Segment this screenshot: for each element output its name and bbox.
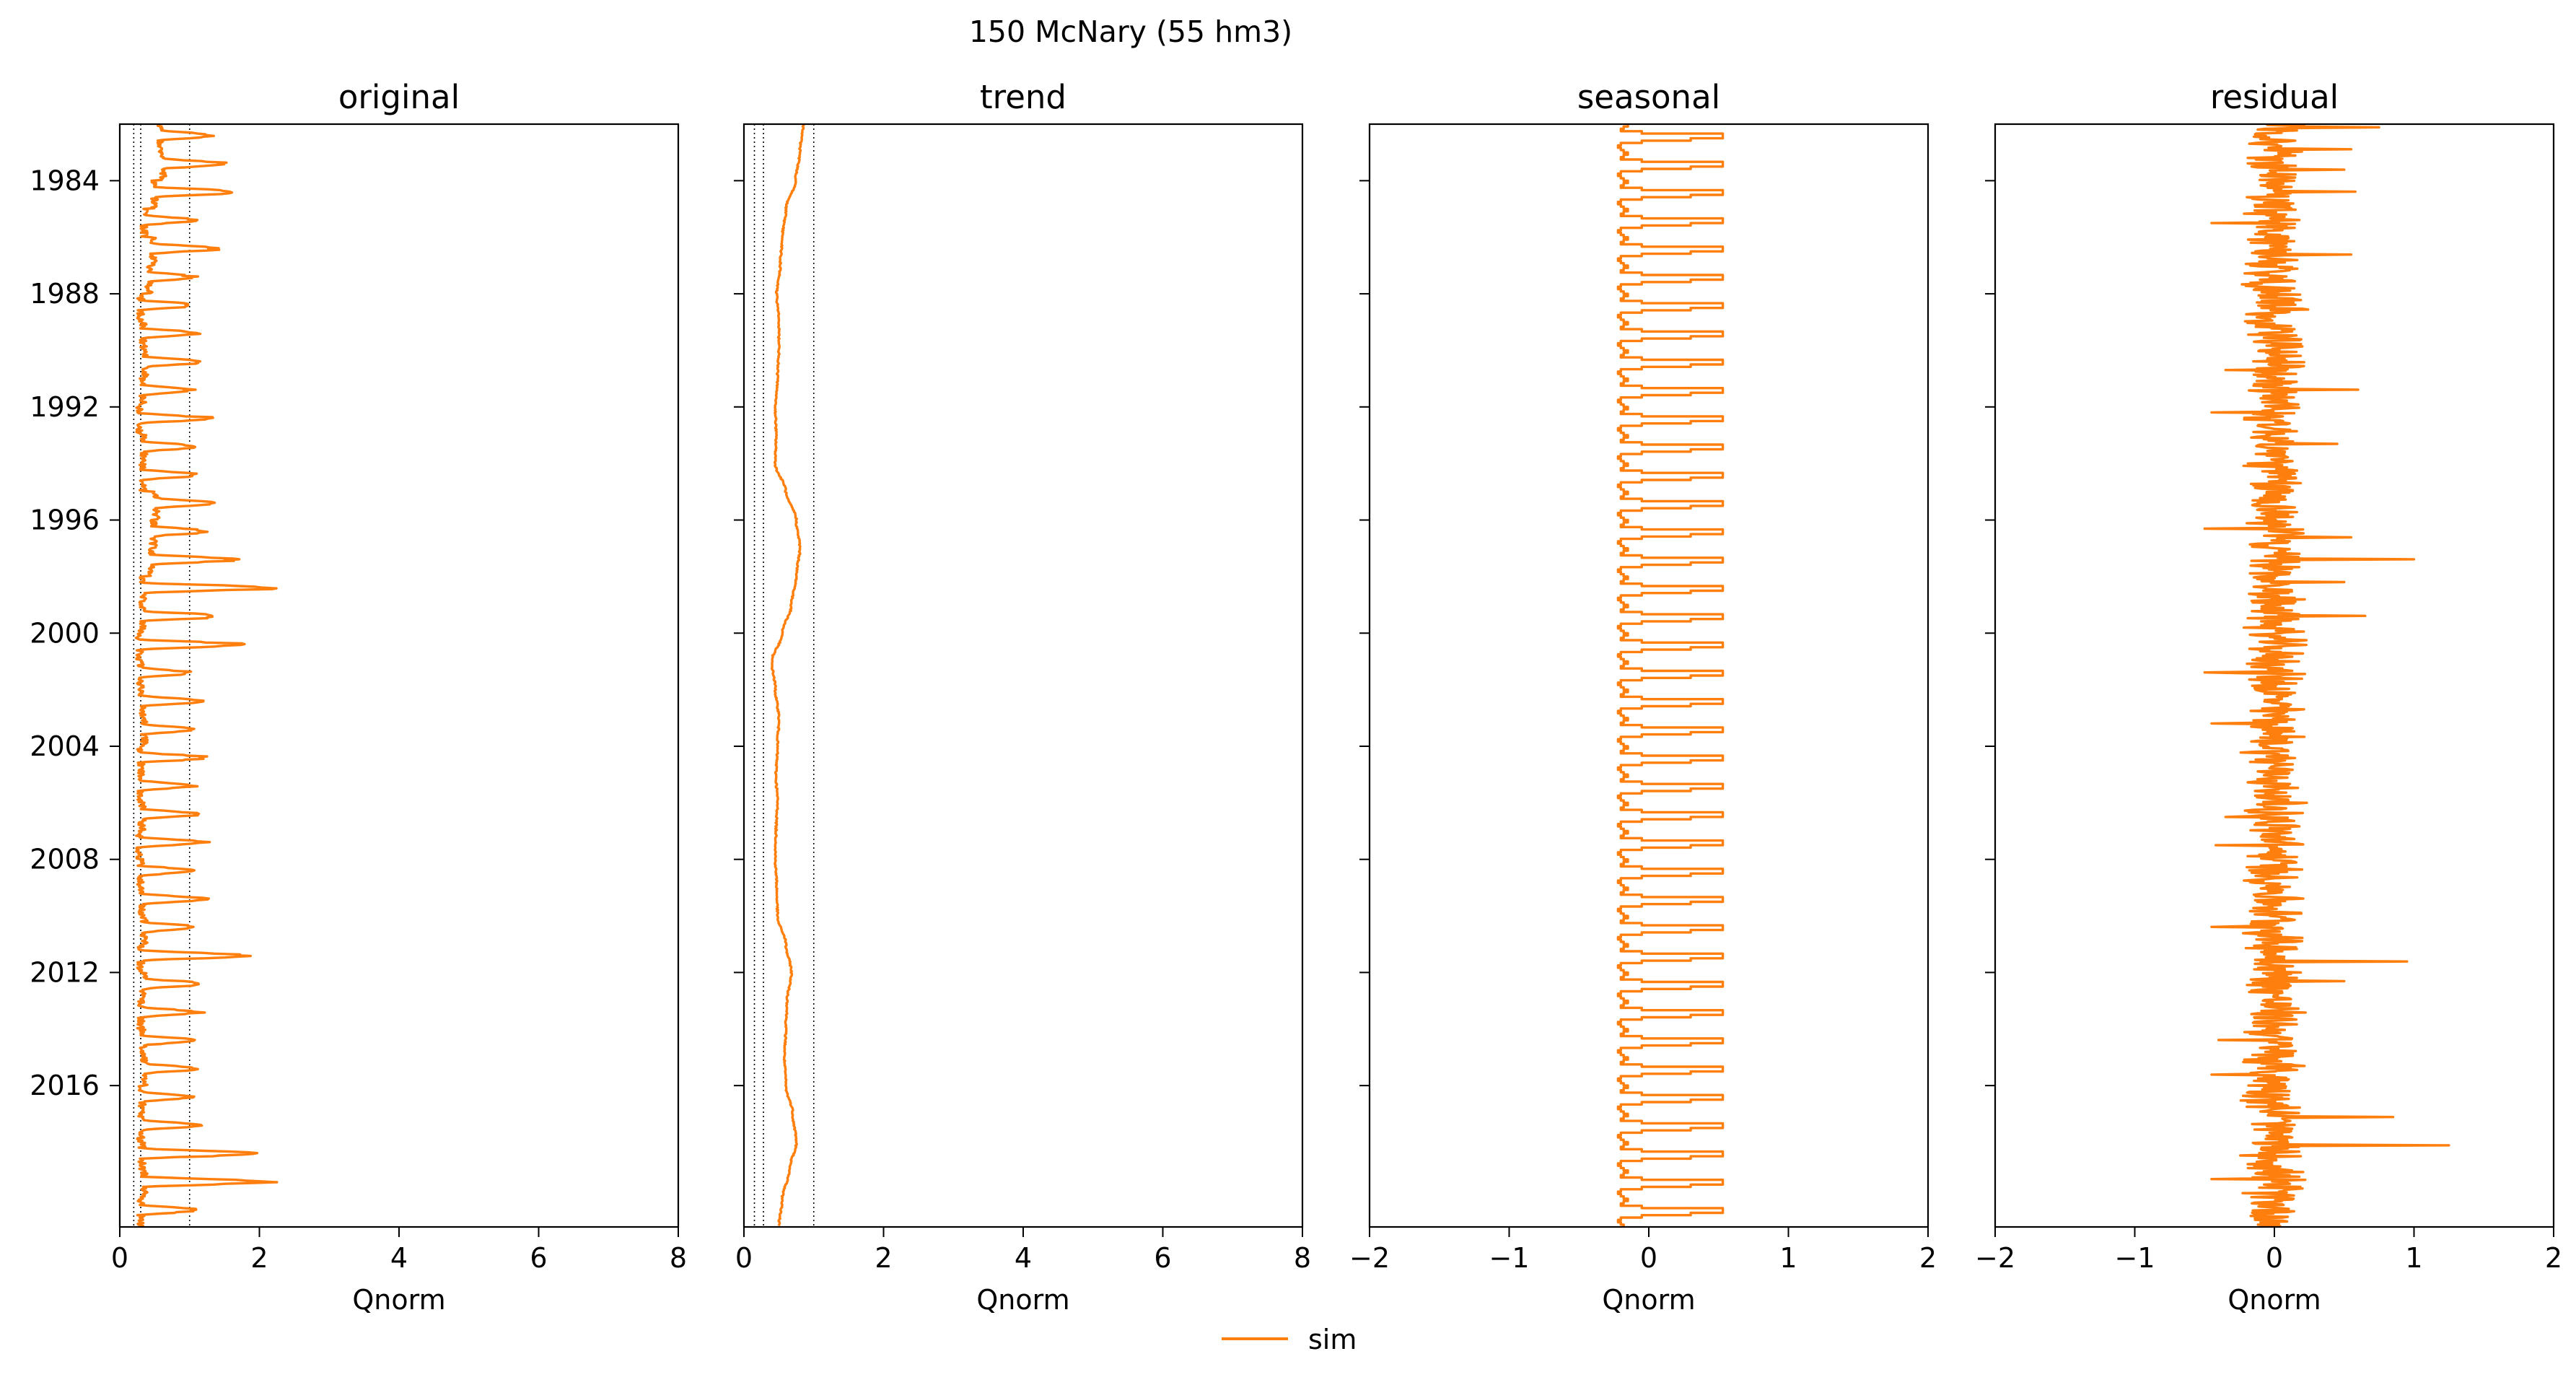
y-tick-label: 2012 [30, 956, 100, 988]
x-tick-label: 8 [670, 1242, 687, 1274]
y-tick-label: 2016 [30, 1070, 100, 1101]
y-tick-label: 1988 [30, 278, 100, 310]
plot-frame [1368, 123, 1929, 1228]
x-tick-label: 2 [1919, 1242, 1937, 1274]
x-tick-label: −1 [1489, 1242, 1529, 1274]
x-tick-label: −2 [1975, 1242, 2015, 1274]
x-tick-label: −1 [2114, 1242, 2155, 1274]
panel-original: original 0 2 4 6 8 Qnorm 1984 1988 1992 1996 2000 20… [30, 78, 687, 1316]
x-tick-label: 4 [390, 1242, 408, 1274]
x-tick-label: 6 [1154, 1242, 1171, 1274]
x-tick-label: 0 [735, 1242, 753, 1274]
plot-frame [118, 123, 680, 1228]
y-tick-label: 2000 [30, 617, 100, 649]
y-tick-label: 1992 [30, 391, 100, 423]
panel-trend: trend 0 2 4 6 8 Qnorm [734, 78, 1311, 1316]
x-tick-label: 6 [530, 1242, 547, 1274]
x-tick-label: 1 [1779, 1242, 1797, 1274]
x-axis-label: Qnorm [352, 1284, 445, 1316]
x-tick-label: 0 [111, 1242, 128, 1274]
y-tick-label: 1996 [30, 504, 100, 536]
x-tick-label: 0 [1640, 1242, 1657, 1274]
panel-title-trend: trend [980, 78, 1066, 116]
panel-seasonal: seasonal −2 −1 0 1 2 Qnorm [1349, 78, 1937, 1316]
legend-label-sim: sim [1308, 1324, 1357, 1355]
x-tick-label: 8 [1294, 1242, 1311, 1274]
series-line-sim [1616, 124, 1725, 1227]
x-tick-label: 1 [2405, 1242, 2422, 1274]
series-line-sim [770, 124, 805, 1227]
panel-data-trend [753, 124, 815, 1227]
x-axis-label: Qnorm [1602, 1284, 1695, 1316]
figure-title: 150 McNary (55 hm3) [969, 14, 1292, 49]
panel-data-residual [2203, 124, 2450, 1227]
x-tick-label: −2 [1349, 1242, 1390, 1274]
panel-title-seasonal: seasonal [1577, 78, 1720, 116]
x-axis-label: Qnorm [2227, 1284, 2321, 1316]
panel-title-residual: residual [2210, 78, 2339, 116]
x-axis-label: Qnorm [976, 1284, 1069, 1316]
y-tick-label: 1984 [30, 165, 100, 196]
plot-frame [742, 123, 1304, 1228]
y-tick-label: 2008 [30, 844, 100, 875]
x-tick-label: 2 [875, 1242, 892, 1274]
panel-data-original [133, 124, 279, 1227]
legend: sim [1222, 1324, 1357, 1355]
x-tick-label: 2 [2545, 1242, 2562, 1274]
panel-title-original: original [338, 78, 460, 116]
panel-residual: residual −2 −1 0 1 2 Qnorm [1975, 78, 2562, 1316]
y-tick-label: 2004 [30, 730, 100, 762]
series-line-sim [2203, 124, 2450, 1227]
series-line-sim [134, 124, 279, 1227]
panel-data-seasonal [1616, 124, 1725, 1227]
x-tick-label: 2 [250, 1242, 268, 1274]
x-tick-label: 0 [2266, 1242, 2283, 1274]
x-tick-label: 4 [1015, 1242, 1032, 1274]
